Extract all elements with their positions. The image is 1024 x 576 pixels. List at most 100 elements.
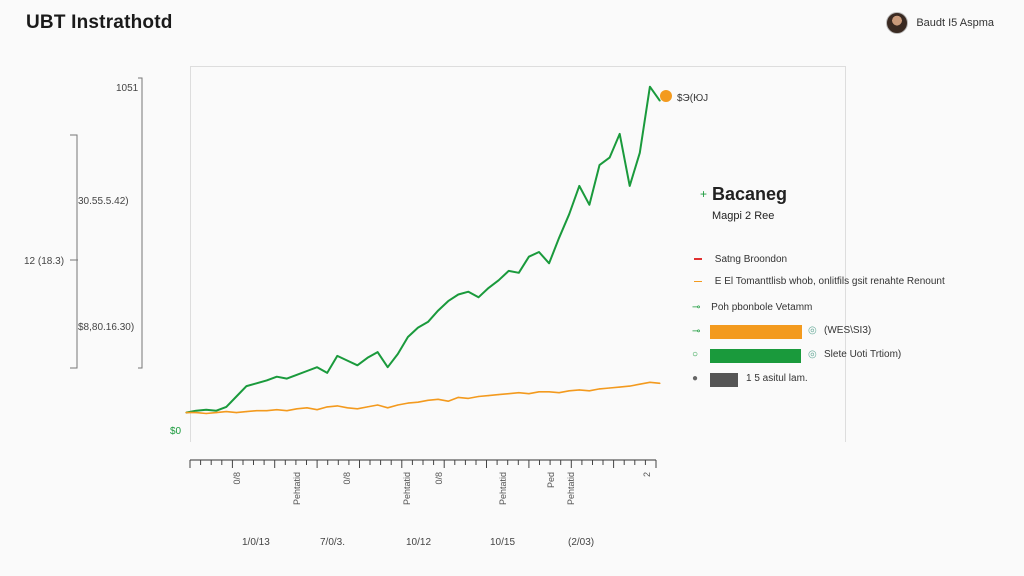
series-2-point — [195, 412, 197, 414]
series-1-point — [649, 86, 651, 88]
series-2-point — [619, 386, 621, 388]
legend-item-label: Poh pbonbole Vetamm — [711, 302, 813, 313]
series-2-point — [558, 392, 560, 394]
x-tick-label: Ped — [546, 472, 556, 488]
series-2-point — [568, 390, 570, 392]
series-2-point — [659, 382, 661, 384]
series-2-point — [397, 404, 399, 406]
series-1-point — [629, 185, 631, 187]
series-1-point — [598, 164, 601, 166]
series-line-1 — [185, 85, 661, 414]
series-2-point — [498, 394, 500, 396]
coin-icon: ◎ — [808, 325, 817, 336]
y-label-top: 1051 — [116, 83, 139, 94]
legend-line-icon — [694, 258, 702, 261]
series-1-point — [346, 360, 348, 362]
annotation-dot — [660, 90, 672, 102]
legend-item-label: Satng Broondon — [714, 254, 788, 265]
series-1-point — [578, 185, 580, 187]
series-2-point — [548, 391, 550, 393]
series-2-point — [578, 389, 580, 391]
avatar[interactable] — [886, 12, 909, 34]
x-tick-label: 0/8 — [342, 472, 352, 485]
legend-bar-2-label: Slete Uoti Trtiom) — [824, 349, 902, 360]
legend-item-2[interactable]: E El Tomanttlisb whob, onlitfils gsit re… — [694, 276, 945, 287]
series-1-point — [568, 213, 570, 215]
dot-icon: ● — [692, 373, 699, 384]
legend-expand-icon[interactable]: + — [700, 187, 708, 201]
series-2-point — [387, 407, 389, 409]
series-1-point — [659, 100, 661, 102]
series-1-point — [417, 327, 419, 329]
series-2-point — [185, 412, 187, 414]
series-1-point — [397, 353, 399, 355]
legend-bar-1-label: (WES\SI3) — [824, 325, 872, 336]
series-2-point — [205, 412, 207, 415]
series-2-point — [467, 397, 469, 399]
series-1-point — [498, 279, 500, 281]
y-label-lower: $8,80.16.30) — [78, 322, 134, 333]
series-2-point — [346, 407, 348, 409]
series-2-point — [356, 408, 358, 410]
series-1-point — [548, 262, 550, 264]
y-axis-bracket-inner — [70, 134, 78, 369]
series-2-point — [488, 395, 490, 397]
x-tick-label: Pehtatid — [292, 472, 302, 505]
plot-frame — [190, 66, 846, 442]
series-2-point — [457, 396, 459, 398]
legend-item-1[interactable]: Satng Broondon — [694, 254, 787, 265]
legend-dot-icon: ⊸ — [692, 302, 701, 313]
series-1-point — [195, 410, 197, 412]
series-1-point — [336, 355, 338, 357]
user-menu[interactable]: Baudt I5 Aspma — [886, 12, 994, 34]
series-1-point — [245, 385, 248, 387]
x-period-label: 7/0/3. — [320, 537, 345, 548]
x-period-label: (2/03) — [568, 537, 594, 548]
series-1-point — [296, 374, 298, 376]
series-2-point — [256, 410, 258, 412]
series-2-point — [245, 411, 248, 413]
series-2-point — [528, 393, 530, 395]
coin-icon: ◎ — [808, 349, 817, 360]
legend-subtitle: Magpi 2 Ree — [712, 210, 775, 222]
series-1-point — [437, 310, 439, 312]
series-1-point — [619, 133, 621, 135]
series-2-point — [649, 381, 651, 383]
legend-title: Bacaneg — [712, 184, 788, 204]
series-group — [185, 85, 661, 415]
series-1-point — [639, 152, 641, 154]
series-1-point — [609, 157, 611, 159]
series-1-point — [427, 321, 429, 323]
legend-bar-2 — [710, 349, 801, 363]
legend-bar-1 — [710, 325, 802, 339]
x-tick-label: Pehtatid — [402, 472, 412, 505]
series-1-point — [205, 409, 207, 411]
series-1-point — [558, 237, 560, 239]
series-1-point — [538, 251, 540, 253]
x-axis-period-labels: 1/0/13 7/0/3. 10/12 10/15 (2/03) — [242, 537, 594, 548]
legend-item-3[interactable]: ⊸ Poh pbonbole Vetamm — [692, 302, 812, 313]
green-key-icon: ⊸ — [692, 326, 701, 337]
x-tick-label: 2 — [642, 472, 652, 477]
x-axis-tick-labels: 0/8 Pehtatid 0/8 Pehtatid 0/8 Pehtatid Ped Peht… — [232, 472, 652, 505]
y-axis-bracket-outer — [138, 77, 143, 369]
series-2-point — [366, 406, 369, 408]
series-1-point — [477, 296, 480, 298]
legend-bar-3-label: 1 5 asitul lam. — [746, 373, 808, 384]
series-2-point — [266, 410, 268, 412]
series-1-point — [407, 336, 409, 338]
series-2-point — [538, 391, 540, 393]
series-2-point — [477, 395, 480, 398]
series-2-point — [316, 409, 318, 411]
x-tick-label: Pehtatid — [498, 472, 508, 505]
series-2-point — [286, 410, 288, 412]
series-2-point — [326, 406, 328, 408]
series-2-point — [296, 408, 298, 410]
y-label-zero: $0 — [170, 426, 182, 437]
series-2-point — [417, 401, 419, 403]
series-1-point — [356, 364, 358, 366]
series-1-point — [518, 272, 520, 274]
series-2-point — [447, 400, 449, 402]
series-1-point — [457, 293, 459, 296]
